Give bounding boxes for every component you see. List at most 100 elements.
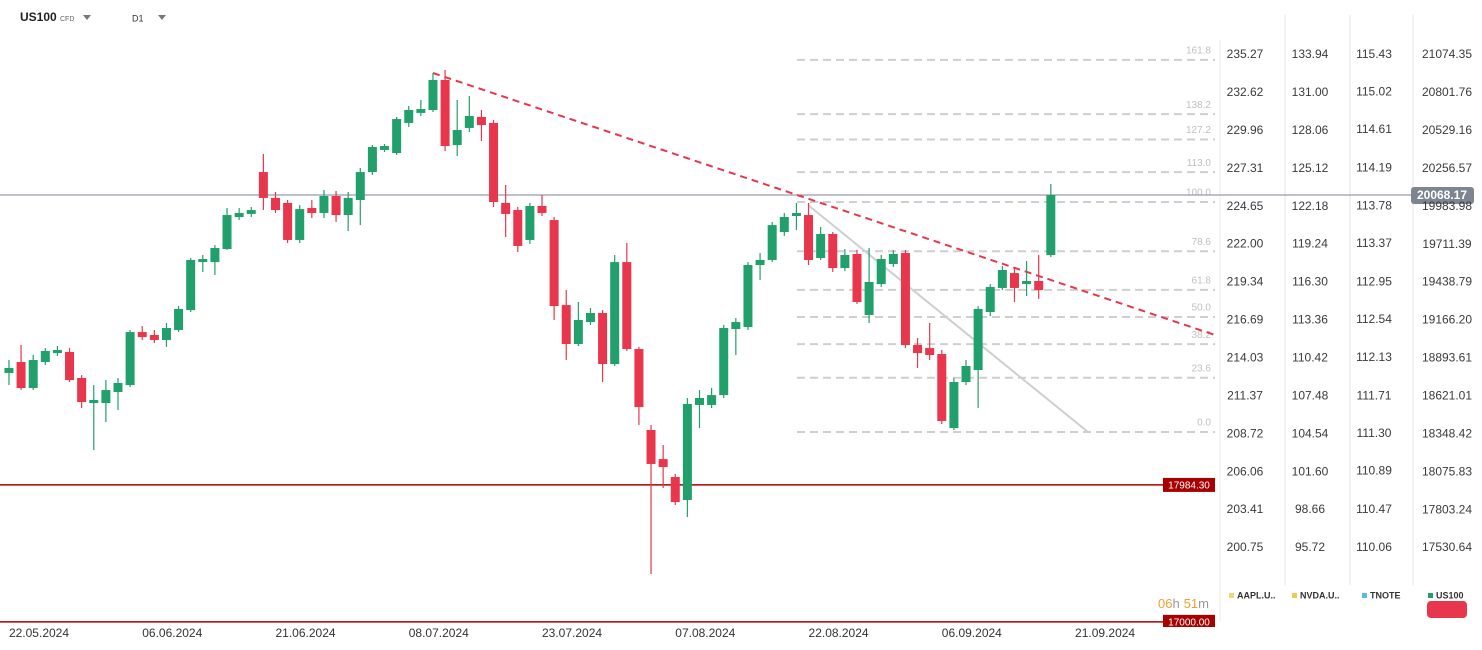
y-tick-label: 113.36 — [1292, 313, 1328, 327]
symbol-dropdown[interactable] — [83, 15, 91, 20]
candle-body — [537, 206, 547, 213]
y-tick-label: 122.18 — [1292, 199, 1329, 213]
candle-body — [949, 382, 959, 429]
x-tick-label: 21.09.2024 — [1075, 626, 1135, 640]
candle-body — [610, 262, 620, 365]
y-tick-label: 232.62 — [1227, 85, 1264, 99]
candle-body — [864, 281, 874, 315]
candle-body — [755, 259, 765, 265]
y-tick-label: 113.37 — [1356, 236, 1392, 250]
action-button[interactable] — [1427, 601, 1467, 618]
y-tick-label: 128.06 — [1292, 123, 1329, 137]
y-tick-label: 211.37 — [1227, 389, 1263, 403]
candle-body — [1009, 273, 1019, 288]
y-tick-label: 19166.20 — [1422, 313, 1472, 327]
candle-body — [489, 122, 499, 202]
candle-body — [985, 286, 995, 313]
candle-body — [428, 79, 438, 111]
candle-body — [4, 367, 14, 373]
x-tick-label: 22.05.2024 — [9, 626, 69, 640]
y-tick-label: 133.94 — [1292, 47, 1329, 61]
candle-body — [101, 390, 111, 404]
y-tick-label: 112.95 — [1356, 275, 1392, 289]
y-tick-label: 203.41 — [1227, 502, 1264, 516]
y-tick-label: 98.66 — [1295, 502, 1325, 516]
timeframe-dropdown[interactable] — [158, 15, 166, 20]
y-tick-label: 216.69 — [1227, 313, 1264, 327]
y-tick-label: 19983.98 — [1422, 199, 1472, 213]
legend-label[interactable]: TNOTE — [1370, 590, 1401, 600]
candle-body — [246, 210, 256, 214]
timeframe[interactable]: D1 — [132, 13, 144, 23]
y-tick-label: 104.54 — [1292, 426, 1329, 440]
y-tick-label: 107.48 — [1292, 388, 1329, 402]
candle-body — [283, 202, 293, 240]
countdown: 06h 51m — [1158, 596, 1209, 611]
symbol[interactable]: US100 — [20, 10, 57, 24]
candle-body — [876, 259, 886, 285]
y-tick-label: 18075.83 — [1422, 464, 1472, 478]
x-tick-label: 08.07.2024 — [409, 626, 469, 640]
fib-level-label: 161.8 — [1186, 46, 1211, 57]
candle-body — [1034, 280, 1044, 291]
y-tick-label: 208.72 — [1227, 426, 1264, 440]
candle-body — [561, 305, 571, 345]
fibonacci-tool[interactable]: 161.8 138.2 127.2 113.0 100.0 78.6 61.8 50.0 38.… — [797, 46, 1215, 434]
y-tick-label: 222.00 — [1227, 237, 1264, 251]
legend-label[interactable]: US100 — [1436, 590, 1464, 600]
y-tick-label: 19711.39 — [1422, 237, 1471, 251]
candle-body — [476, 116, 486, 126]
candle-body — [440, 79, 450, 147]
candle-body — [416, 109, 426, 113]
candle-body — [331, 195, 341, 216]
candle-body — [658, 459, 668, 468]
trendline[interactable] — [807, 204, 1089, 433]
x-tick-label: 21.06.2024 — [275, 626, 335, 640]
legend-swatch — [1428, 593, 1433, 598]
candle-body — [464, 115, 474, 128]
candle-body — [149, 334, 159, 340]
symbol-kind: CFD — [60, 16, 74, 23]
candle-body — [840, 254, 850, 269]
candle-body — [258, 172, 268, 198]
candle-body — [973, 308, 983, 371]
y-tick-label: 214.03 — [1227, 351, 1264, 365]
y-tick-label: 20256.57 — [1422, 161, 1472, 175]
y-tick-label: 235.27 — [1227, 47, 1264, 61]
fib-level-label: 78.6 — [1192, 237, 1212, 248]
y-tick-label: 115.02 — [1356, 84, 1392, 98]
countdown-minutes: 51 — [1184, 596, 1198, 611]
fib-level-label: 100.0 — [1186, 188, 1211, 199]
current-price-label: 20068.17 — [1417, 188, 1467, 202]
candle-body — [125, 332, 135, 386]
x-axis-strip — [0, 627, 1482, 650]
candle-body — [719, 328, 729, 396]
current-price-box — [1411, 186, 1474, 204]
y-tick-label: 227.31 — [1227, 161, 1264, 175]
y-tick-label: 131.00 — [1292, 85, 1329, 99]
candle-body — [997, 270, 1007, 288]
fib-level-label: 38.2 — [1192, 330, 1212, 341]
y-tick-label: 112.54 — [1356, 312, 1392, 326]
y-tick-label: 111.30 — [1357, 426, 1392, 440]
price-lines: 20068.17 17984.30 17000.00 — [0, 186, 1474, 629]
x-axis: 22.05.2024 06.06.2024 21.06.2024 08.07.2024… — [9, 626, 1135, 640]
y-tick-label: 111.71 — [1357, 388, 1392, 402]
candle-body — [380, 146, 390, 150]
x-tick-label: 23.07.2024 — [542, 626, 602, 640]
candle-body — [355, 172, 365, 201]
candle-body — [670, 477, 680, 503]
candles — [4, 69, 1056, 575]
y-tick-label: 112.13 — [1356, 350, 1392, 364]
candle-body — [573, 319, 583, 345]
legend-label[interactable]: NVDA.U.. — [1300, 590, 1340, 600]
y-tick-label: 17803.24 — [1422, 502, 1472, 516]
fib-level-label: 23.6 — [1192, 363, 1212, 374]
trendline[interactable] — [432, 72, 1216, 336]
legend-label[interactable]: AAPL.U.. — [1237, 590, 1276, 600]
candle-body — [319, 195, 329, 213]
candle-body — [501, 202, 511, 214]
y-tick-label: 114.61 — [1356, 122, 1392, 136]
y-tick-label: 110.47 — [1356, 502, 1392, 516]
candle-body — [1046, 195, 1056, 255]
